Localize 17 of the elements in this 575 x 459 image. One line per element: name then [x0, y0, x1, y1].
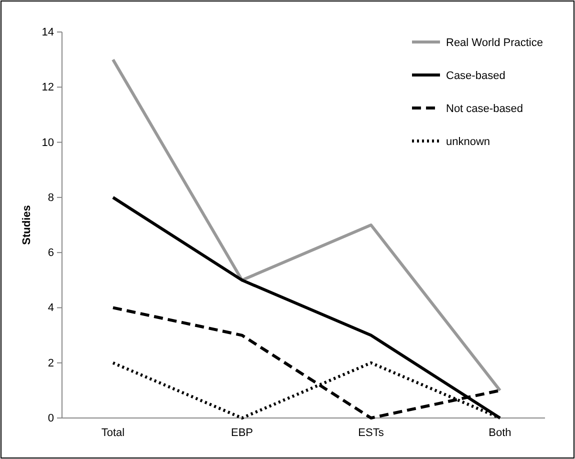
y-axis-title: Studies [21, 205, 33, 245]
legend-label: Not case-based [446, 103, 524, 115]
legend-label: Real World Practice [446, 37, 543, 49]
y-tick-label: 10 [42, 136, 54, 149]
y-tick-label: 14 [42, 26, 54, 39]
x-tick-label: EBP [230, 427, 254, 439]
x-tick-label: Total [101, 427, 125, 439]
x-tick-label: Both [488, 427, 512, 439]
x-tick-label: ESTs [358, 427, 384, 439]
y-tick-label: 0 [48, 412, 54, 425]
legend-label: Case-based [446, 70, 506, 82]
legend-label: unknown [446, 136, 490, 148]
y-tick-label: 12 [42, 82, 54, 94]
y-tick-label: 2 [48, 357, 54, 370]
y-tick-label: 8 [48, 192, 54, 204]
y-tick-label: 6 [48, 247, 54, 260]
y-tick-label: 4 [48, 302, 54, 314]
